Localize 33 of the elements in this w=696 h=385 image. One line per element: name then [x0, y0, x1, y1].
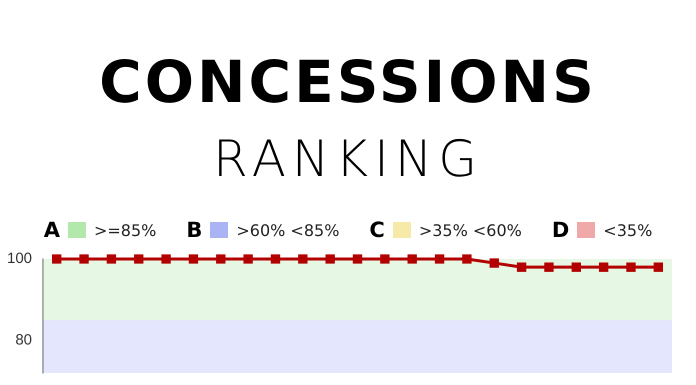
- point: [106, 254, 116, 264]
- point: [325, 254, 335, 264]
- point: [134, 254, 144, 264]
- point: [270, 254, 280, 264]
- point: [490, 258, 499, 268]
- y-tick-label: 80: [15, 332, 32, 349]
- point: [654, 262, 664, 272]
- point: [572, 262, 581, 272]
- point: [161, 254, 171, 264]
- chart-subtitle: RANKING: [212, 130, 484, 188]
- point: [434, 254, 444, 264]
- text: C >35% <60%: [369, 218, 522, 242]
- legend-label: A: [44, 218, 60, 242]
- point: [352, 254, 362, 264]
- point: [380, 254, 390, 264]
- legend-label: B: [186, 218, 202, 242]
- point: [216, 254, 226, 264]
- point: [544, 262, 554, 272]
- point: [408, 254, 417, 264]
- point: [79, 254, 89, 264]
- point: [516, 262, 526, 272]
- point: [462, 254, 472, 264]
- text: >60% <85%: [236, 220, 340, 240]
- point: [298, 254, 308, 264]
- point: [243, 254, 253, 264]
- point: [626, 262, 636, 272]
- chart-title: CONCESSIONS: [98, 48, 598, 116]
- point: [598, 262, 608, 272]
- y-tick-label: 100: [6, 250, 32, 268]
- point: [52, 254, 62, 264]
- text: D <35%: [552, 218, 652, 242]
- text: >=85%: [94, 220, 156, 240]
- point: [188, 254, 198, 264]
